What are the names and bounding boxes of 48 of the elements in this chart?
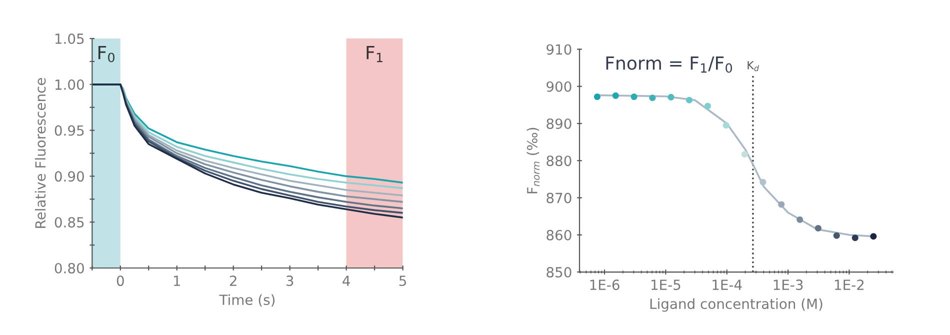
point xyxy=(686,96,693,104)
ref-line-label: K$_{d}$ xyxy=(748,61,759,72)
x-tick-label: 1E-4 xyxy=(712,280,742,290)
point xyxy=(760,178,766,186)
x-axis-title: Time (s) xyxy=(219,294,275,307)
point xyxy=(833,232,840,239)
x-tick-label: 1E-6 xyxy=(590,280,620,290)
point xyxy=(704,102,711,110)
x-tick-label: 1E-5 xyxy=(651,280,680,290)
x-tick-label: 1E-2 xyxy=(834,280,864,290)
annotation: Fnorm = F$_{1}$/F$_{0}$ xyxy=(606,56,732,73)
x-tick-label: 5 xyxy=(399,276,406,286)
y-tick-label: 1.00 xyxy=(55,79,84,90)
point xyxy=(612,92,619,99)
x-tick-label: 0 xyxy=(116,276,124,286)
band-label: F$_{1}$ xyxy=(366,46,382,62)
point xyxy=(870,233,877,240)
x-tick-label: 3 xyxy=(286,276,294,286)
point xyxy=(778,201,785,208)
y-axis-title: Relative Fluorescence xyxy=(34,78,46,228)
point xyxy=(594,94,600,100)
point xyxy=(668,94,674,100)
x-tick-label: 1E-3 xyxy=(774,280,803,290)
y-tick-label: 860 xyxy=(546,230,572,240)
point xyxy=(649,94,656,102)
point xyxy=(630,94,638,100)
y-tick-label: 0.95 xyxy=(54,125,84,136)
y-tick-label: 910 xyxy=(546,44,572,55)
band-label: F$_{0}$ xyxy=(98,46,114,62)
y-axis-title: F$_{norm}$ (‰) xyxy=(526,128,540,194)
y-tick-label: 0.80 xyxy=(54,262,84,274)
point xyxy=(814,224,822,232)
x-axis-title: Ligand concentration (M) xyxy=(650,298,822,312)
y-tick-label: 0.85 xyxy=(54,217,84,228)
point xyxy=(852,234,858,242)
x-tick-label: 1 xyxy=(174,276,180,286)
y-tick-label: 0.90 xyxy=(54,171,84,182)
x-tick-label: 2 xyxy=(230,276,236,286)
x-tick-label: 4 xyxy=(342,276,350,286)
y-tick-label: 880 xyxy=(546,156,572,166)
point xyxy=(722,122,730,129)
y-tick-label: 900 xyxy=(546,81,572,92)
point xyxy=(741,151,748,158)
point xyxy=(796,216,804,223)
y-tick-label: 870 xyxy=(546,192,572,204)
y-tick-label: 890 xyxy=(546,118,572,129)
y-tick-label: 1.05 xyxy=(55,33,84,44)
y-tick-label: 850 xyxy=(546,266,572,278)
